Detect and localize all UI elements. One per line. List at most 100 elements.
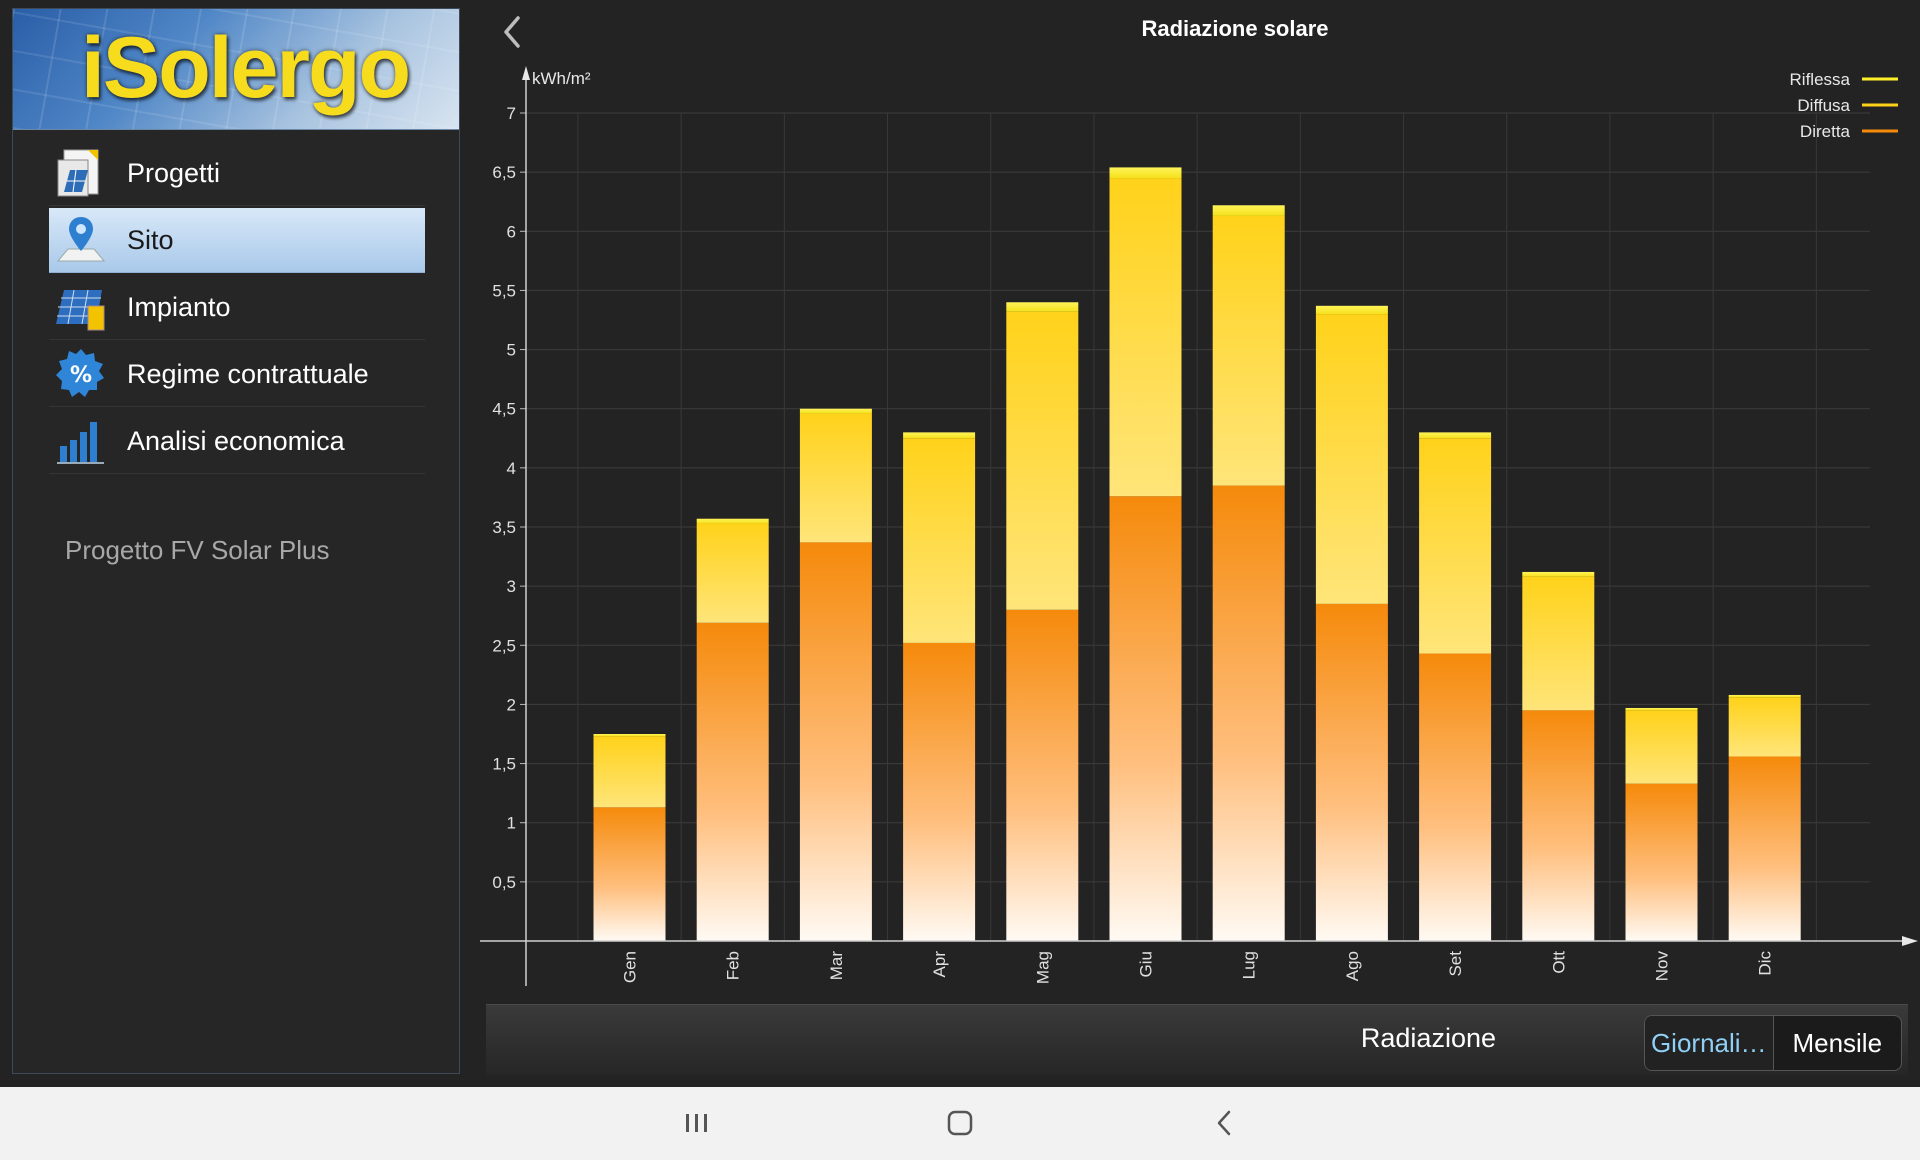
y-tick-label: 6 (507, 222, 516, 241)
sidebar-item-label: Regime contrattuale (127, 358, 369, 389)
bar-diretta-feb (696, 622, 769, 941)
home-button[interactable] (938, 1101, 982, 1145)
x-tick-label: Set (1446, 951, 1465, 977)
x-tick-label: Nov (1653, 951, 1672, 982)
y-tick-label: 5,5 (492, 281, 516, 300)
y-tick-label: 4,5 (492, 400, 516, 419)
logo-text: iSolergo (81, 20, 411, 116)
bar-riflessa-mag (1006, 302, 1079, 312)
sidebar-nav: Progetti Sito (49, 141, 425, 476)
y-tick-label: 2,5 (492, 636, 516, 655)
bar-diretta-lug (1212, 485, 1285, 941)
page-title: Radiazione solare (1141, 16, 1329, 41)
y-tick-label: 0,5 (492, 873, 516, 892)
bar-riflessa-apr (903, 432, 976, 439)
bar-diretta-giu (1109, 496, 1182, 941)
current-project-name: Progetto FV Solar Plus (65, 535, 330, 565)
x-tick-label: Lug (1240, 951, 1259, 979)
x-tick-label: Ago (1343, 951, 1362, 981)
solar-panel-icon (53, 279, 109, 335)
system-back-button[interactable] (1202, 1101, 1246, 1145)
segment-giornaliera[interactable]: Giornali… (1645, 1016, 1774, 1070)
solar-radiation-chart: 0,5 1 1,5 2 2,5 3 3,5 4 4,5 5 5,5 6 6,5 7 Gen Feb Mar Apr… (480, 66, 1918, 986)
sidebar-item-analisi-economica[interactable]: Analisi economica (49, 409, 425, 474)
bar-diretta-dic (1728, 756, 1801, 941)
sidebar-item-sito[interactable]: Sito (49, 208, 425, 273)
bar-riflessa-ago (1315, 305, 1388, 315)
bar-riflessa-giu (1109, 167, 1182, 179)
chevron-left-icon (504, 16, 520, 48)
y-tick-label: 4 (507, 459, 516, 478)
bar-riflessa-nov (1625, 707, 1698, 711)
bar-diffusa-giu (1109, 178, 1182, 497)
bar-riflessa-dic (1728, 694, 1801, 698)
bar-diretta-ott (1522, 710, 1595, 941)
bar-diretta-apr (903, 642, 976, 941)
bar-diretta-mag (1006, 609, 1079, 941)
bar-riflessa-lug (1212, 205, 1285, 216)
sidebar: iSolergo Progetti (12, 8, 460, 1074)
legend-label: Diffusa (1797, 96, 1850, 115)
bar-riflessa-gen (593, 734, 666, 737)
x-tick-label: Gen (621, 951, 640, 983)
back-button[interactable] (492, 12, 532, 52)
bar-diretta-ago (1315, 603, 1388, 941)
y-tick-label: 3,5 (492, 518, 516, 537)
percent-badge-icon: % (53, 346, 109, 402)
sidebar-item-regime-contrattuale[interactable]: % Regime contrattuale (49, 342, 425, 407)
x-tick-label: Mar (827, 951, 846, 981)
bar-diffusa-ott (1522, 576, 1595, 711)
segment-mensile[interactable]: Mensile (1792, 1027, 1883, 1058)
period-segmented-control: Giornali… Mensile (1644, 1015, 1902, 1071)
recent-apps-button[interactable] (675, 1101, 719, 1145)
sidebar-item-label: Progetti (127, 157, 221, 188)
x-tick-label: Dic (1756, 951, 1775, 976)
bar-diretta-set (1419, 653, 1492, 941)
bar-diffusa-ago (1315, 314, 1388, 604)
legend-label: Riflessa (1790, 70, 1851, 89)
bar-diffusa-mag (1006, 311, 1079, 610)
bar-diffusa-gen (593, 736, 666, 808)
y-axis-label: kWh/m² (532, 69, 591, 88)
y-tick-label: 2 (507, 695, 516, 714)
recent-apps-icon (686, 1114, 707, 1132)
y-tick-label: 6,5 (492, 163, 516, 182)
svg-text:%: % (70, 363, 92, 388)
app-logo: iSolergo (13, 9, 459, 130)
bar-diffusa-nov (1625, 710, 1698, 784)
sidebar-item-label: Analisi economica (127, 425, 345, 456)
bar-diffusa-lug (1212, 215, 1285, 486)
bar-diffusa-mar (799, 413, 872, 543)
x-tick-label: Apr (930, 951, 949, 978)
y-tick-label: 1,5 (492, 755, 516, 774)
x-tick-label: Mag (1033, 951, 1052, 984)
home-icon (947, 1110, 973, 1136)
y-tick-label: 7 (507, 104, 516, 123)
bar-riflessa-mar (799, 408, 872, 414)
bar-chart-icon (53, 413, 109, 469)
sidebar-item-label: Impianto (127, 291, 231, 322)
sidebar-item-progetti[interactable]: Progetti (49, 141, 425, 206)
y-tick-label: 1 (507, 814, 516, 833)
bar-diffusa-apr (903, 438, 976, 643)
sidebar-item-impianto[interactable]: Impianto (49, 275, 425, 340)
bar-diretta-nov (1625, 783, 1698, 941)
y-axis-arrow (522, 66, 530, 80)
x-tick-label: Ott (1549, 951, 1568, 974)
x-axis-arrow (1902, 936, 1918, 946)
sidebar-item-label: Sito (127, 224, 174, 255)
bar-diffusa-dic (1728, 697, 1801, 757)
system-navigation-bar (0, 1087, 1920, 1160)
y-tick-label: 5 (507, 341, 516, 360)
bar-riflessa-ott (1522, 571, 1595, 577)
app-window: iSolergo Progetti (12, 8, 1918, 1075)
location-pin-icon (53, 212, 109, 268)
bar-diffusa-feb (696, 523, 769, 623)
y-tick-label: 3 (507, 577, 516, 596)
bar-diretta-gen (593, 807, 666, 941)
bottom-toolbar: Radiazione Giornali… Mensile (486, 1004, 1908, 1075)
projects-icon (53, 145, 109, 201)
legend-label: Diretta (1800, 122, 1851, 141)
bar-riflessa-set (1419, 432, 1492, 439)
bar-diretta-mar (799, 542, 872, 941)
